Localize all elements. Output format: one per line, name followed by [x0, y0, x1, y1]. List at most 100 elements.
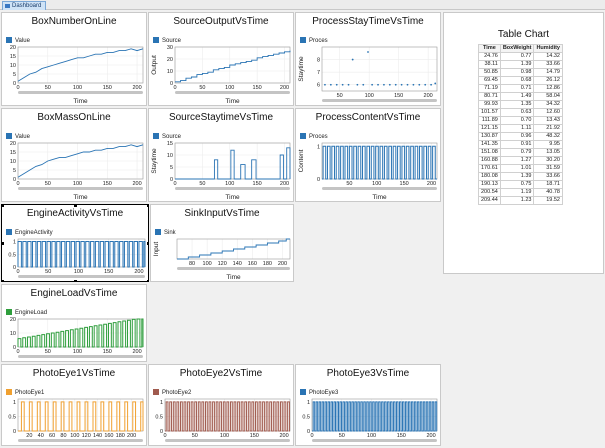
x-axis-label: Time: [372, 194, 387, 201]
table-cell: 0.98: [499, 68, 535, 77]
table-cell: 34.32: [533, 100, 563, 109]
scrollbar: [175, 91, 290, 94]
x-tick-label: 150: [253, 85, 262, 91]
table-cell: 26.12: [533, 76, 563, 85]
table-row: 99.93 1.35 34.32: [478, 100, 563, 109]
scrollbar: [177, 267, 290, 270]
data-point: [329, 83, 332, 86]
chart-panel-boxnumberonline[interactable]: BoxNumberOnLine Value 0 50 100 150 200 0 5 10 15 20…: [1, 12, 147, 106]
chart-legend: Value: [6, 133, 30, 141]
data-point: [424, 83, 427, 86]
scrollbar: [18, 439, 143, 442]
resize-handle[interactable]: [2, 242, 4, 245]
data-point: [418, 83, 421, 86]
x-axis-label: Time: [73, 98, 88, 105]
chart-legend: Value: [6, 37, 30, 45]
resize-handle[interactable]: [2, 280, 4, 281]
x-tick-label: 60: [49, 433, 55, 439]
series-line: [17, 318, 144, 348]
x-tick-label: 50: [346, 181, 352, 187]
table-cell: 0.68: [499, 76, 535, 85]
legend-swatch: [153, 133, 159, 139]
table-cell: 24.76: [478, 52, 501, 61]
y-tick-label: 10: [167, 153, 173, 159]
x-tick-label: 150: [397, 433, 406, 439]
table-cell: 50.85: [478, 68, 501, 77]
chart-panel-boxmassonline[interactable]: BoxMassOnLine Value 0 50 100 150 200 0 5 10 15 20 Ti…: [1, 108, 147, 202]
chart-plot: 0 50 100 150 200 0 0.5 1: [302, 398, 438, 442]
x-tick-label: 200: [134, 269, 143, 275]
chart-panel-processcontentvstime[interactable]: ProcessContentVsTime Proces 50 100 150 200 0 1 T…: [295, 108, 441, 202]
x-tick-label: 0: [16, 269, 19, 275]
x-tick-label: 100: [225, 181, 234, 187]
table-cell: 1.11: [499, 124, 535, 133]
x-tick-label: 20: [26, 433, 32, 439]
x-tick-label: 80: [189, 261, 195, 267]
table-cell: 0.70: [499, 116, 535, 125]
x-tick-label: 40: [38, 433, 44, 439]
resize-handle[interactable]: [147, 205, 148, 207]
chart-panel-engineactivityvstime[interactable]: EngineActivityVsTime EngineActivity 0 50 100…: [1, 204, 149, 282]
table-row: 130.87 0.96 48.32: [478, 132, 563, 141]
table-row: 141.35 0.91 9.95: [478, 140, 563, 149]
series-line: [175, 50, 291, 83]
y-tick-label: 5: [13, 168, 16, 174]
x-tick-label: 50: [45, 349, 51, 355]
chart-legend: Source: [153, 37, 181, 45]
x-tick-label: 200: [427, 181, 436, 187]
chart-panel-sourceoutputvstime[interactable]: SourceOutputVsTime Source 0 50 100 150 200 0 10 2…: [148, 12, 294, 106]
chart-panel-sourcestaytimevstime[interactable]: SourceStaytimeVsTime Source 0 50 100 150 200 0 5…: [148, 108, 294, 202]
y-tick-label: 10: [10, 331, 16, 337]
resize-handle[interactable]: [74, 280, 77, 281]
table-cell: 0.77: [499, 52, 535, 61]
table-row: 38.11 1.39 33.66: [478, 60, 563, 69]
data-point: [362, 83, 365, 86]
table-cell: 200.54: [478, 188, 501, 197]
chart-panel-photoeye1vstime[interactable]: PhotoEye1VsTime PhotoEye1 20 40 60 80 100 120 14…: [1, 364, 147, 446]
resize-handle[interactable]: [74, 205, 77, 207]
table-cell: 40.78: [533, 188, 563, 197]
x-tick-label: 100: [365, 93, 374, 99]
x-tick-label: 180: [263, 261, 272, 267]
chart-panel-sinkinputvstime[interactable]: SinkInputVsTime Sink 80 100 120 140 160 180 200 T…: [150, 204, 294, 282]
legend-label: Source: [162, 134, 182, 140]
table-chart: Time BoxWeight Humidity 24.76 0.77 14.32 38.1…: [478, 44, 563, 205]
y-tick-label: 0.5: [155, 414, 163, 420]
x-tick-label: 50: [45, 85, 51, 91]
tab-dashboard[interactable]: Dashboard: [2, 1, 47, 10]
data-point: [324, 83, 326, 86]
chart-panel-processstaytimevstime[interactable]: ProcessStayTimeVsTime Proces 50 100 150 200 6 7…: [295, 12, 441, 106]
chart-legend: EngineActivity: [6, 229, 53, 237]
data-point: [377, 83, 379, 86]
y-tick-label: 5: [13, 72, 16, 78]
x-tick-label: 150: [103, 181, 112, 187]
resize-handle[interactable]: [147, 280, 148, 281]
chart-legend: Proces: [300, 133, 328, 141]
x-tick-label: 100: [225, 85, 234, 91]
resize-handle[interactable]: [2, 205, 4, 207]
x-axis-label: Time: [225, 98, 240, 105]
x-tick-label: 150: [103, 349, 112, 355]
chart-panel-photoeye2vstime[interactable]: PhotoEye2VsTime PhotoEye2 0 50 100 150 200 0 0.5…: [148, 364, 294, 446]
table-cell: 1.35: [499, 100, 535, 109]
series-line: [17, 241, 146, 268]
y-tick-label: 0: [13, 429, 16, 435]
table-header-cell: BoxWeight: [499, 44, 535, 53]
y-tick-label: 1: [13, 240, 16, 246]
x-tick-label: 200: [132, 85, 141, 91]
chart-plot: 0 50 100 150 200 0 5 10 15 Time Staytime: [151, 141, 291, 201]
table-cell: 99.93: [478, 100, 501, 109]
y-tick-label: 0: [170, 177, 173, 183]
table-cell: 13.43: [533, 116, 563, 125]
plot-frame: [174, 142, 291, 180]
table-cell: 21.92: [533, 124, 563, 133]
legend-swatch: [153, 37, 159, 43]
resize-handle[interactable]: [147, 242, 148, 245]
chart-panel-engineloadvstime[interactable]: EngineLoadVsTime EngineLoad 0 50 100 150 200 0 1…: [1, 284, 147, 362]
legend-label: Proces: [309, 134, 328, 140]
plot-frame: [176, 238, 291, 260]
table-cell: 0.75: [499, 180, 535, 189]
x-tick-label: 0: [173, 181, 176, 187]
chart-panel-photoeye3vstime[interactable]: PhotoEye3VsTime PhotoEye3 0 50 100 150 200 0 0.5…: [295, 364, 441, 446]
table-row: 71.19 0.71 12.86: [478, 84, 563, 93]
